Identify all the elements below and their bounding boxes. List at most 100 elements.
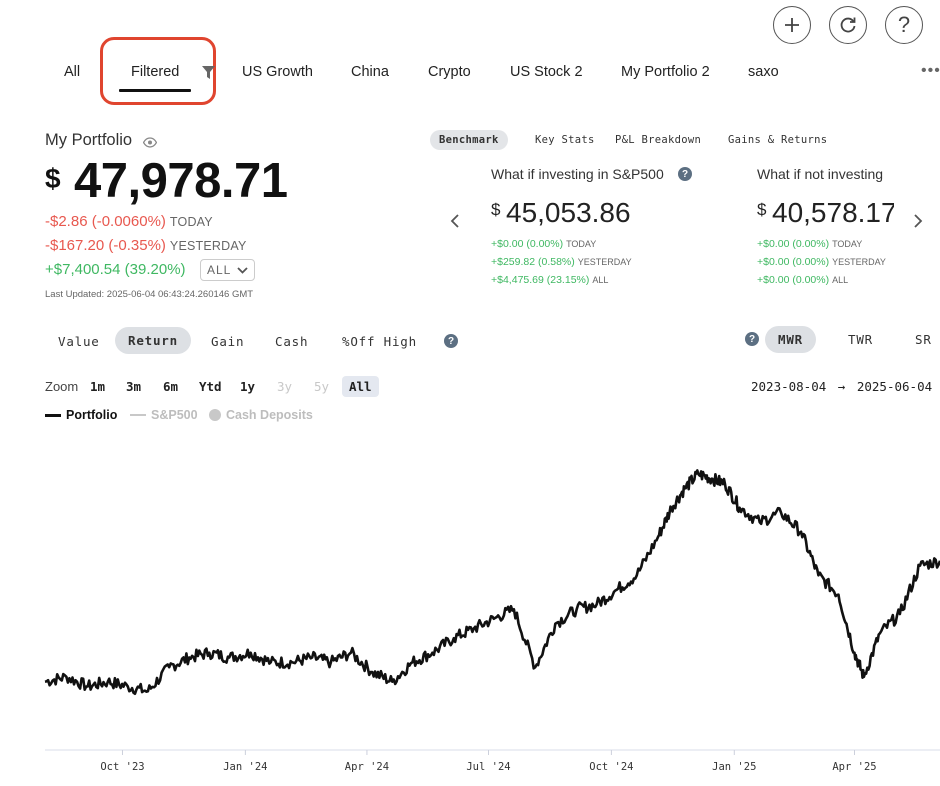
legend-cash-deposits[interactable]: Cash Deposits	[209, 408, 313, 422]
portfolio-title: My Portfolio	[45, 131, 133, 149]
not-investing-value: 40,578.17	[772, 197, 894, 228]
return-type-sr[interactable]: SR	[915, 332, 932, 347]
tab-china[interactable]: China	[351, 64, 389, 80]
today-change: -$2.86 (-0.0060%)	[45, 213, 166, 230]
date-range-end[interactable]: 2025-06-04	[856, 379, 933, 394]
sp500-yesterday-row: +$259.82 (0.58%) YESTERDAY	[491, 256, 632, 268]
not-investing-card: What if not investing $ 40,578.17 +$0.00…	[757, 160, 894, 290]
sp500-card-title: What if investing in S&P500	[491, 166, 664, 182]
date-range-start[interactable]: 2023-08-04	[751, 379, 827, 394]
period-select-value: ALL	[207, 263, 232, 277]
refresh-icon	[838, 15, 858, 35]
help-button[interactable]: ?	[885, 6, 923, 44]
carousel-prev-button[interactable]	[450, 209, 460, 235]
tab-gains-returns[interactable]: Gains & Returns	[728, 134, 828, 146]
plus-icon	[783, 16, 801, 34]
portfolio-value: 47,978.71	[74, 154, 288, 208]
all-change: +$7,400.54 (39.20%)	[45, 261, 186, 278]
date-range-arrow: →	[837, 379, 846, 394]
refresh-button[interactable]	[829, 6, 867, 44]
sp500-today: +$0.00 (0.00%)	[491, 238, 564, 250]
zoom-5y: 5y	[314, 379, 330, 394]
sp500-value: 45,053.86	[506, 197, 631, 228]
metric-tab-off-high[interactable]: %Off High	[342, 334, 417, 349]
sp500-today-row: +$0.00 (0.00%) TODAY	[491, 238, 596, 250]
today-label: TODAY	[169, 215, 213, 229]
carousel-next-button[interactable]	[913, 209, 923, 235]
sp500-yesterday-label: YESTERDAY	[577, 257, 632, 267]
question-icon: ?	[897, 12, 911, 37]
yesterday-label: YESTERDAY	[169, 239, 247, 253]
tab-saxo[interactable]: saxo	[748, 64, 779, 80]
not-investing-today: +$0.00 (0.00%)	[757, 238, 830, 250]
sp500-all-label: ALL	[592, 275, 609, 285]
tab-my-portfolio-2[interactable]: My Portfolio 2	[621, 64, 710, 80]
x-tick-label: Jan '24	[223, 761, 267, 773]
zoom-1y[interactable]: 1y	[240, 379, 256, 394]
legend-sp500-label: S&P500	[151, 408, 198, 422]
last-updated: Last Updated: 2025-06-04 06:43:24.260146…	[45, 289, 254, 300]
tab-filtered[interactable]: Filtered	[131, 64, 180, 80]
tab-key-stats[interactable]: Key Stats	[535, 134, 595, 146]
tab-crypto[interactable]: Crypto	[428, 64, 471, 80]
not-investing-currency: $	[757, 200, 767, 219]
metric-help-icon[interactable]: ?	[444, 334, 458, 348]
filter-icon[interactable]	[202, 66, 215, 84]
date-range[interactable]: 2023-08-04 → 2025-06-04	[751, 379, 932, 394]
yesterday-change-row: -$167.20 (-0.35%) YESTERDAY	[45, 237, 247, 255]
metric-tab-return[interactable]: Return	[115, 327, 191, 354]
not-investing-yesterday-label: YESTERDAY	[832, 257, 886, 267]
add-button[interactable]	[773, 6, 811, 44]
sp500-help-icon[interactable]: ?	[678, 167, 692, 181]
x-tick-label: Jan '25	[712, 761, 756, 773]
legend-cash-label: Cash Deposits	[226, 408, 313, 422]
not-investing-all-row: +$0.00 (0.00%) ALL	[757, 274, 848, 286]
x-tick-label: Jul '24	[466, 761, 510, 773]
sp500-all-row: +$4,475.69 (23.15%) ALL	[491, 274, 608, 286]
return-type-mwr[interactable]: MWR	[765, 326, 816, 353]
all-change-row: +$7,400.54 (39.20%)	[45, 261, 186, 279]
x-tick-label: Apr '25	[832, 761, 876, 773]
return-type-twr[interactable]: TWR	[848, 332, 873, 347]
sp500-yesterday: +$259.82 (0.58%)	[491, 256, 575, 268]
return-type-help-icon[interactable]: ?	[745, 332, 759, 346]
period-select[interactable]: ALL	[200, 259, 256, 281]
sp500-currency: $	[491, 200, 501, 219]
sp500-today-label: TODAY	[566, 239, 597, 249]
x-tick-label: Apr '24	[345, 761, 389, 773]
legend-cash-swatch	[209, 409, 221, 421]
zoom-3m[interactable]: 3m	[126, 379, 142, 394]
legend-sp500[interactable]: S&P500	[130, 408, 198, 422]
zoom-all[interactable]: All	[342, 376, 379, 397]
chevron-down-icon	[237, 263, 248, 277]
metric-tab-gain[interactable]: Gain	[211, 334, 245, 349]
more-tabs-button[interactable]: •••	[921, 62, 940, 79]
tab-benchmark[interactable]: Benchmark	[430, 130, 508, 150]
today-change-row: -$2.86 (-0.0060%) TODAY	[45, 213, 213, 231]
zoom-1m[interactable]: 1m	[90, 379, 106, 394]
x-tick-label: Oct '23	[100, 761, 144, 773]
zoom-3y: 3y	[277, 379, 293, 394]
not-investing-today-row: +$0.00 (0.00%) TODAY	[757, 238, 862, 250]
legend-portfolio[interactable]: Portfolio	[45, 408, 117, 422]
zoom-6m[interactable]: 6m	[163, 379, 179, 394]
not-investing-yesterday: +$0.00 (0.00%)	[757, 256, 830, 268]
metric-tab-cash[interactable]: Cash	[275, 334, 309, 349]
zoom-ytd[interactable]: Ytd	[199, 379, 222, 394]
not-investing-all-label: ALL	[832, 275, 849, 285]
not-investing-yesterday-row: +$0.00 (0.00%) YESTERDAY	[757, 256, 886, 268]
tab-all[interactable]: All	[64, 64, 81, 80]
x-tick-label: Oct '24	[589, 761, 633, 773]
filtered-tab-highlight	[100, 37, 216, 105]
tab-us-growth[interactable]: US Growth	[242, 64, 313, 80]
eye-icon[interactable]	[142, 135, 158, 153]
legend-portfolio-swatch	[45, 413, 61, 417]
legend-sp500-swatch	[130, 414, 146, 416]
chart-x-ticks: Oct '23 Jan '24 Apr '24 Jul '24 Oct '24 Jan '…	[100, 750, 877, 773]
legend-portfolio-label: Portfolio	[66, 408, 118, 422]
tab-pl-breakdown[interactable]: P&L Breakdown	[615, 134, 702, 146]
metric-tab-value[interactable]: Value	[58, 334, 100, 349]
sp500-all: +$4,475.69 (23.15%)	[491, 274, 590, 286]
tab-us-stock-2[interactable]: US Stock 2	[510, 64, 583, 80]
